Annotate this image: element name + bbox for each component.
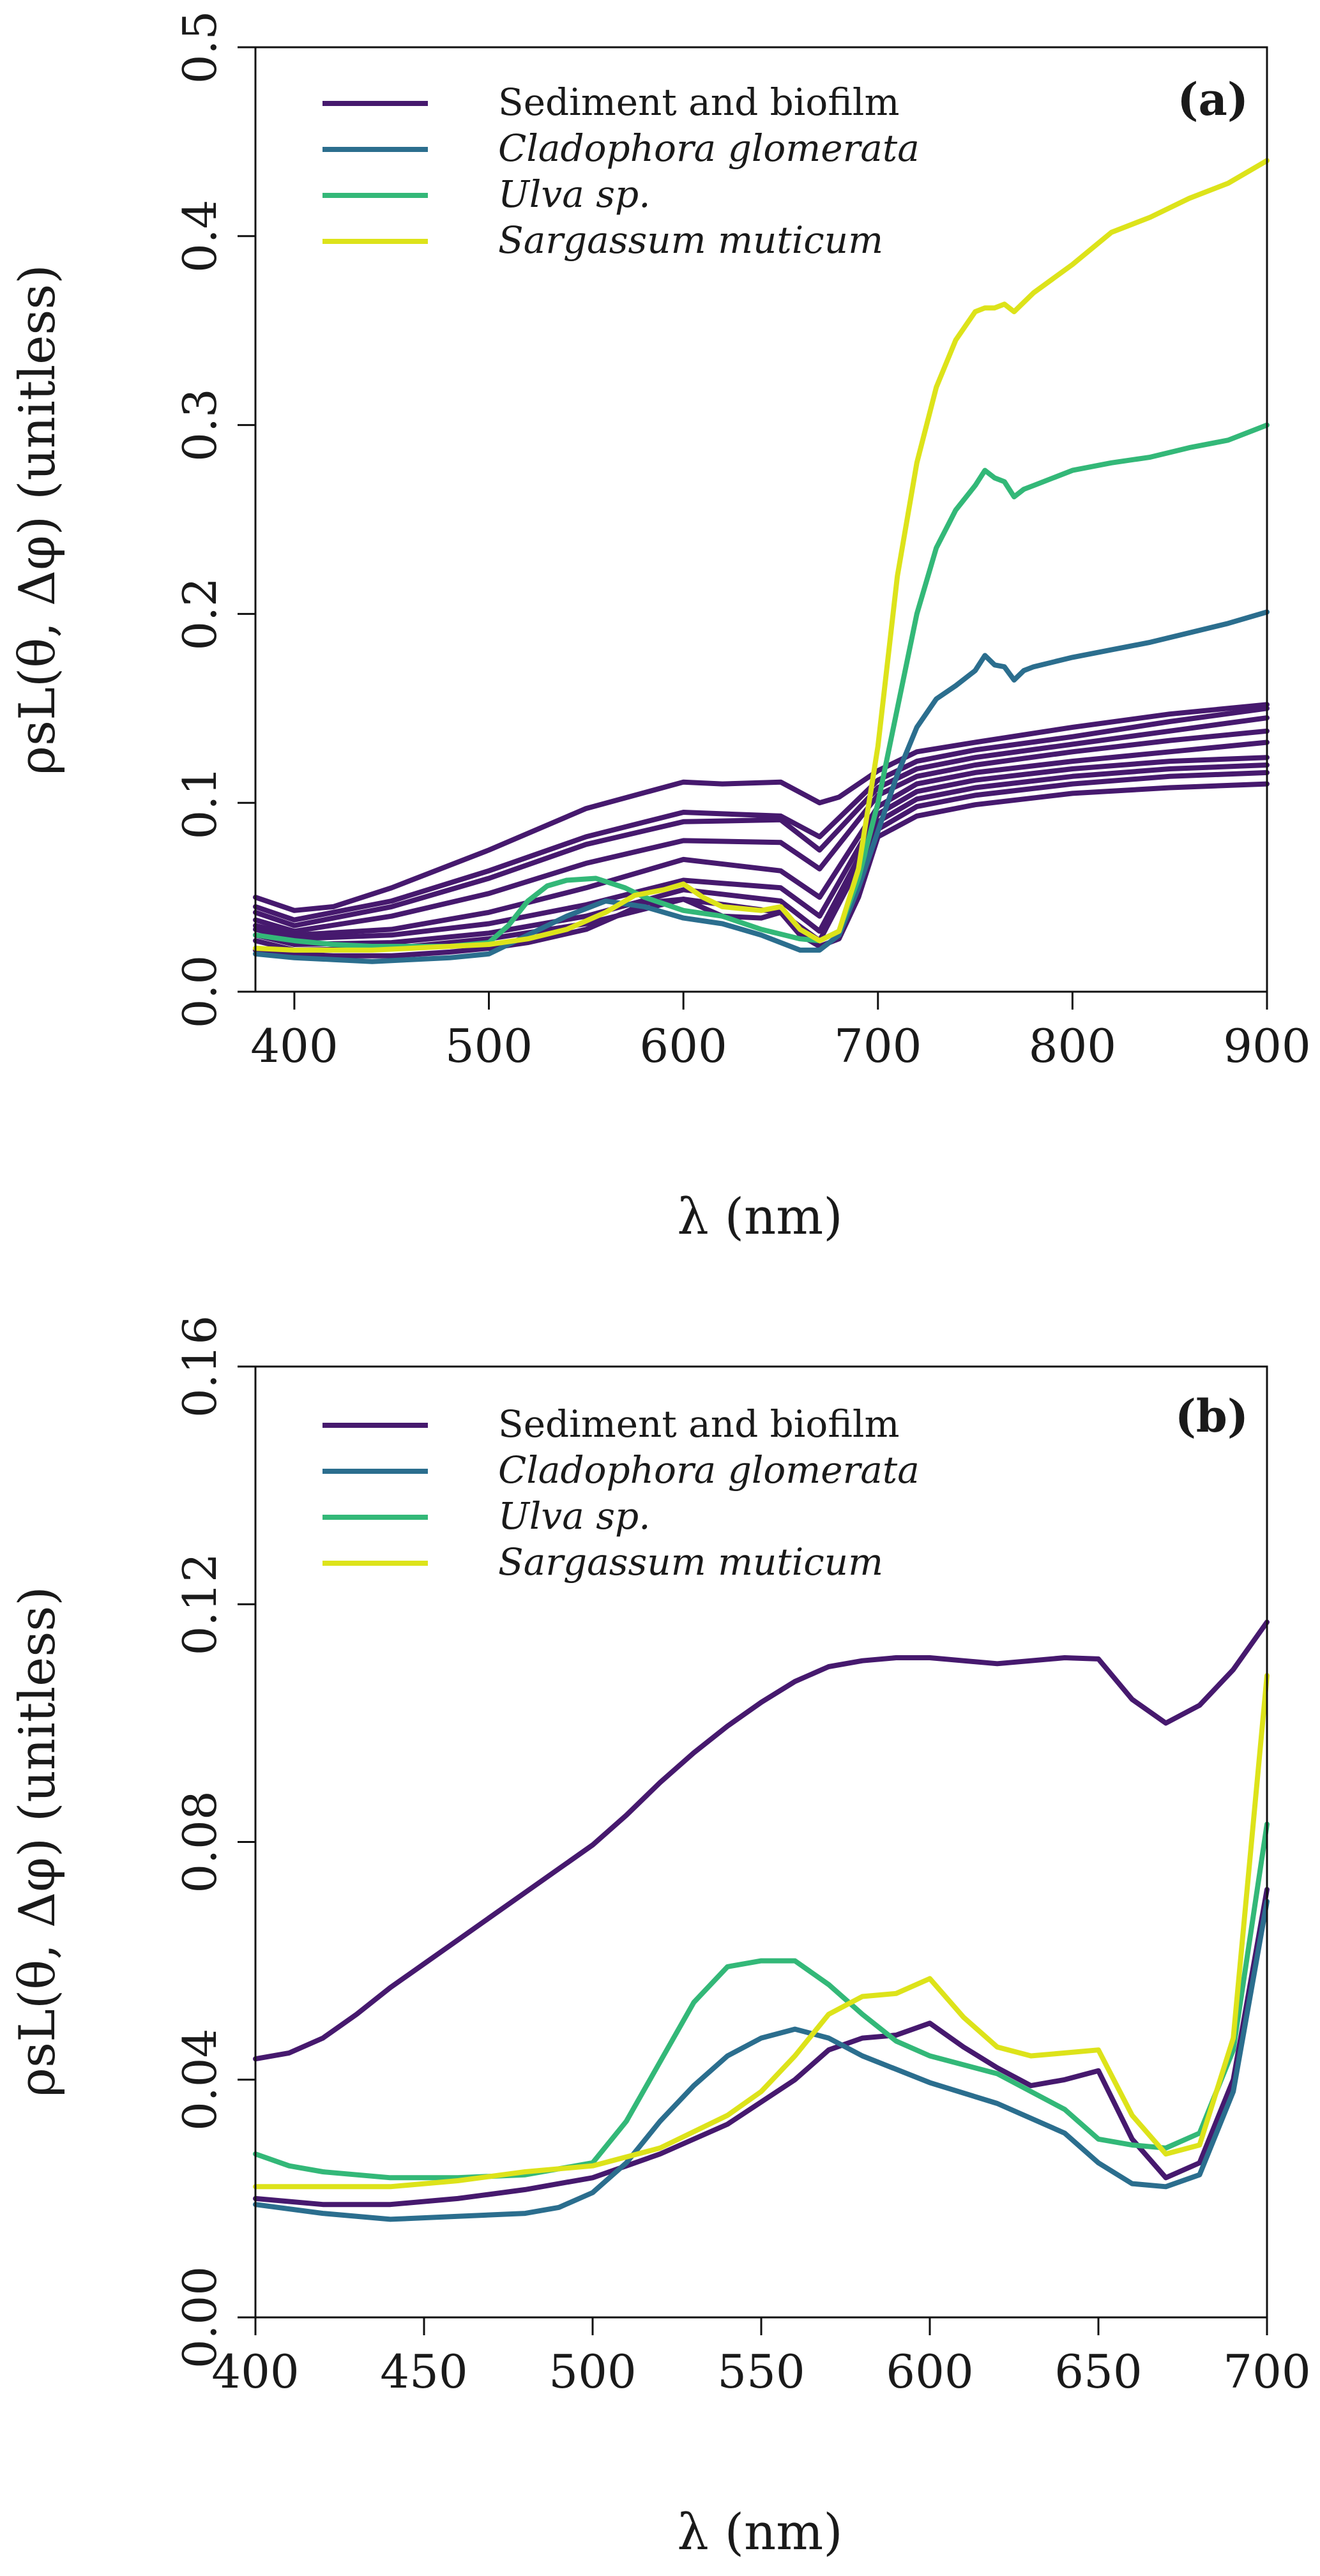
panel-a-legend-label-ulva: Ulva sp. [498,172,651,216]
panel-a-series-sediment-1 [253,706,1270,923]
panel-a-y-tick-label: 0.3 [173,388,227,462]
panel-a-y-tick-label: 0.2 [173,577,227,651]
panel-b-x-tick-label: 550 [717,2345,805,2398]
panel-a-legend-label-cladophora: Cladophora glomerata [498,126,920,170]
panel-b-y-tick-label: 0.04 [173,2029,227,2131]
panel-b-series-cladophora-2 [253,1898,1270,2222]
panel-b-y-tick-label: 0.16 [173,1315,227,1418]
panel-a-y-tick-label: 0.4 [173,200,227,273]
panel-b-series-sediment-1 [253,1886,1270,2208]
panel-a-y-tick-label: 0.0 [173,955,227,1029]
panel-a-series-cladophora-9 [253,609,1270,964]
panel-a-legend-label-sargassum: Sargassum muticum [498,218,883,262]
panel-a-x-tick-label: 900 [1223,1019,1310,1073]
panel-a-x-tick-label: 600 [639,1019,727,1073]
panel-b-y-tick-label: 0.00 [173,2266,227,2368]
panel-a-legend-label-sediment: Sediment and biofilm [498,80,899,124]
panel-a-series-sediment-7 [253,769,1270,953]
panel-a-series-sediment-3 [253,728,1270,934]
panel-a-plot-frame [254,46,1268,993]
panel-a-y-ticks: 0.0 0.1 0.2 0.3 0.4 0.5 [173,11,255,1029]
panel-b-x-ticks: 400 450 500 550 600 650 700 [211,2317,1311,2398]
panel-a-series-sediment-2 [253,715,1270,928]
panel-b-x-tick-label: 650 [1054,2345,1142,2398]
panel-a-series-sediment-5 [253,755,1270,942]
panel-a-series-layer [253,158,1270,964]
panel-b-y-tick-label: 0.08 [173,1791,227,1893]
panel-a-chart: 400 500 600 700 800 900 0.0 0.1 0.2 0.3 0.4 0.5 λ … [9,11,1311,1246]
panel-b-legend-label-sargassum: Sargassum muticum [498,1540,883,1584]
panel-a-series-sargassum-11 [253,158,1270,953]
panel-a-x-tick-label: 800 [1029,1019,1116,1073]
panel-b-series-sargassum-4 [253,1672,1270,2190]
panel-a-y-tick-label: 0.1 [173,766,227,840]
panel-b-x-tick-label: 700 [1223,2345,1310,2398]
panel-b-legend-label-ulva: Ulva sp. [498,1494,651,1538]
panel-a-label: (a) [1177,73,1248,126]
panel-b-x-tick-label: 450 [380,2345,467,2398]
panel-b-x-tick-label: 600 [886,2345,973,2398]
panel-a-x-ticks: 400 500 600 700 800 900 [250,992,1311,1073]
panel-a-series-sediment-0 [253,702,1270,913]
panel-b-x-axis-title: λ (nm) [677,2504,842,2561]
panel-a-y-tick-label: 0.5 [173,11,227,84]
panel-b-x-tick-label: 500 [549,2345,636,2398]
panel-b-legend-label-sediment: Sediment and biofilm [498,1402,899,1446]
panel-b-y-ticks: 0.00 0.04 0.08 0.12 0.16 [173,1315,255,2368]
panel-a-series-sediment-6 [253,762,1270,947]
panel-a-series-sediment-8 [253,781,1270,958]
panel-b-y-tick-label: 0.12 [173,1553,227,1655]
panel-a-y-axis-title: ρsL(θ, Δφ) (unitless) [9,264,66,775]
panel-a-x-tick-label: 700 [834,1019,922,1073]
panel-a-series-sediment-4 [253,739,1270,938]
panel-b-series-layer [253,1619,1270,2222]
panel-b-y-axis-title: ρsL(θ, Δφ) (unitless) [9,1586,66,2097]
panel-b-series-sediment-0 [253,1619,1270,2062]
panel-b-label: (b) [1175,1390,1248,1443]
panel-a-x-tick-label: 500 [445,1019,533,1073]
panel-b-series-ulva-3 [253,1821,1270,2181]
panel-b-legend-label-cladophora: Cladophora glomerata [498,1448,920,1492]
panel-a-x-tick-label: 400 [250,1019,338,1073]
panel-a-x-axis-title: λ (nm) [677,1188,842,1246]
panel-b-chart: 400 450 500 550 600 650 700 0.000.040.080.120.… [9,1315,1311,2561]
panel-b-x-tick-label: 400 [211,2345,299,2398]
